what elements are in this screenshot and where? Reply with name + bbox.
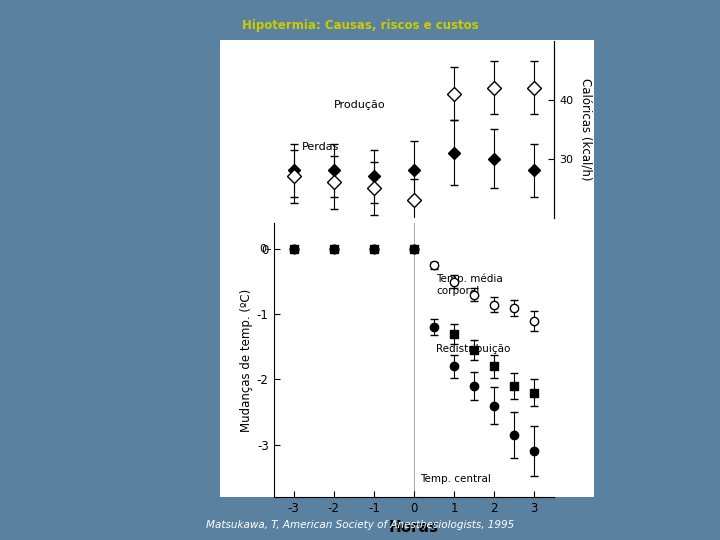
Text: Produção: Produção [334,100,385,110]
Text: 0–: 0– [259,244,271,254]
Text: Redistribuição: Redistribuição [436,343,510,354]
Text: Hipotermia: Causas, riscos e custos: Hipotermia: Causas, riscos e custos [242,19,478,32]
Text: Temp. central: Temp. central [420,474,491,484]
Y-axis label: Calóricas (kcal/h): Calóricas (kcal/h) [580,78,593,180]
Text: Matsukawa, T, American Society of Anesthesiologists, 1995: Matsukawa, T, American Society of Anesth… [206,520,514,530]
Text: Perdas: Perdas [302,141,339,152]
Text: Temp. média
corporal: Temp. média corporal [436,274,503,296]
Y-axis label: Mudanças de temp. (ºC): Mudanças de temp. (ºC) [240,288,253,431]
X-axis label: Horas: Horas [389,520,439,535]
